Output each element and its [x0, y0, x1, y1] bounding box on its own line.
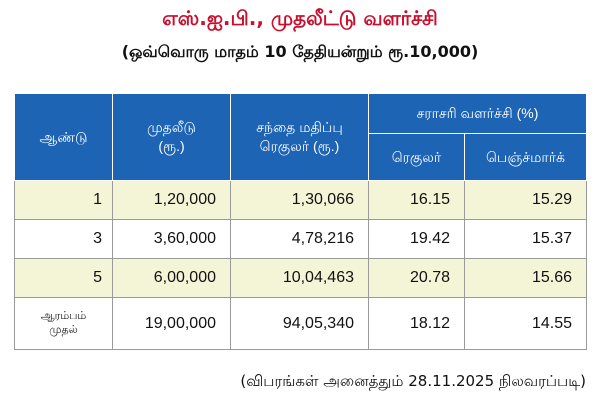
sip-growth-table: ஆண்டு முதலீடு (ரூ.) சந்தை மதிப்பு ரெகுலர… [14, 93, 587, 350]
cell-market-value: 4,78,216 [230, 219, 369, 259]
table-row: 1 1,20,000 1,30,066 16.15 15.29 [14, 180, 587, 220]
header-investment-line2: (ரூ.) [158, 138, 185, 154]
table-row: 3 3,60,000 4,78,216 19.42 15.37 [14, 219, 587, 259]
cell-regular: 20.78 [368, 258, 465, 298]
page-subtitle: (ஒவ்வொரு மாதம் 10 தேதியன்றும் ரூ.10,000) [121, 42, 479, 61]
cell-year-line2: முதல் [49, 323, 78, 336]
cell-benchmark: 15.29 [464, 180, 587, 220]
header-regular: ரெகுலர் [368, 133, 465, 181]
header-avg-growth: சராசரி வளர்ச்சி (%) [368, 93, 587, 134]
cell-regular: 18.12 [368, 297, 465, 350]
cell-year-since-inception: ஆரம்பம் முதல் [14, 297, 113, 350]
header-market-value-line2: ரெகுலர் (ரூ.) [259, 138, 340, 154]
cell-investment: 19,00,000 [112, 297, 231, 350]
cell-year-line1: ஆரம்பம் [40, 309, 87, 322]
cell-market-value: 10,04,463 [230, 258, 369, 298]
cell-regular: 19.42 [368, 219, 465, 259]
cell-investment: 6,00,000 [112, 258, 231, 298]
cell-benchmark: 15.66 [464, 258, 587, 298]
cell-year: 3 [14, 219, 113, 259]
table-row: ஆரம்பம் முதல் 19,00,000 94,05,340 18.12 … [14, 297, 587, 350]
cell-benchmark: 14.55 [464, 297, 587, 350]
header-market-value: சந்தை மதிப்பு ரெகுலர் (ரூ.) [230, 93, 369, 181]
footer-note: (விபரங்கள் அனைத்தும் 28.11.2025 நிலவரப்ப… [240, 372, 586, 390]
cell-benchmark: 15.37 [464, 219, 587, 259]
header-market-value-line1: சந்தை மதிப்பு [256, 119, 343, 136]
header-investment-line1: முதலீடு [147, 119, 196, 136]
cell-investment: 3,60,000 [112, 219, 231, 259]
header-investment: முதலீடு (ரூ.) [112, 93, 231, 181]
cell-year: 5 [14, 258, 113, 298]
cell-market-value: 94,05,340 [230, 297, 369, 350]
cell-year: 1 [14, 180, 113, 220]
cell-market-value: 1,30,066 [230, 180, 369, 220]
page-title: எஸ்.ஐ.பி., முதலீட்டு வளர்ச்சி [162, 6, 438, 30]
cell-investment: 1,20,000 [112, 180, 231, 220]
cell-regular: 16.15 [368, 180, 465, 220]
header-benchmark: பெஞ்ச்மார்க் [464, 133, 587, 181]
table-row: 5 6,00,000 10,04,463 20.78 15.66 [14, 258, 587, 298]
header-year: ஆண்டு [14, 93, 113, 181]
